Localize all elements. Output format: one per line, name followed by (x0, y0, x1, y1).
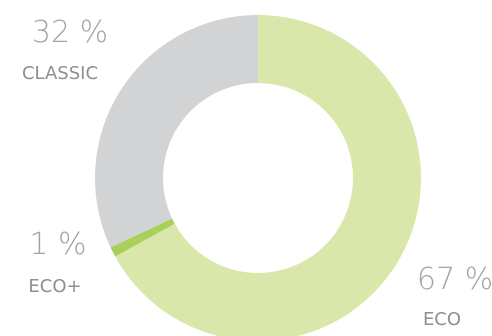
slice-classic (95, 15, 259, 248)
slice-percent-eco: 67 % (417, 262, 492, 297)
slice-percent-classic: 32 % (32, 15, 108, 50)
slice-label-eco-plus: ECO+ (28, 276, 81, 297)
slice-eco (115, 15, 421, 336)
donut-slices (95, 15, 421, 336)
slice-label-group-eco: 67 % ECO (417, 262, 492, 330)
slice-label-classic: CLASSIC (22, 63, 98, 84)
slice-label-group-classic: 32 % CLASSIC (22, 15, 108, 84)
slice-label-group-eco-plus: 1 % ECO+ (28, 227, 86, 297)
slice-percent-eco-plus: 1 % (29, 227, 86, 262)
slice-label-eco: ECO (423, 309, 461, 330)
slice-eco-plus (110, 218, 175, 257)
